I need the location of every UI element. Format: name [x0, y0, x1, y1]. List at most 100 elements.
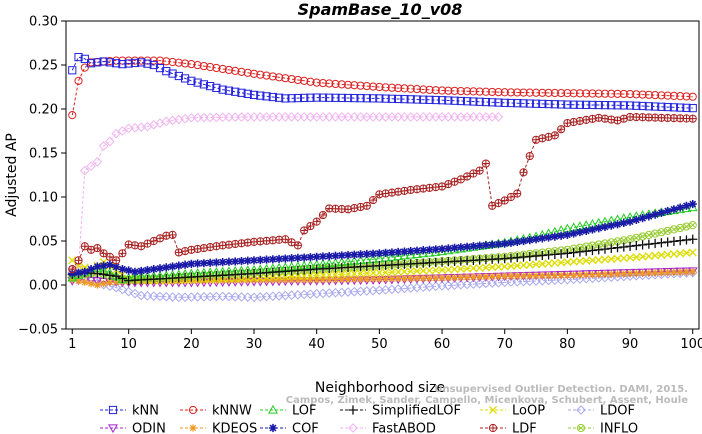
point-ldf	[74, 256, 83, 265]
point-cof	[86, 265, 96, 274]
point-kdeos	[244, 276, 252, 284]
point-knnw	[431, 86, 440, 95]
point-kdeos	[632, 269, 640, 277]
point-knn	[193, 78, 202, 87]
point-kdeos	[294, 276, 302, 284]
point-knn	[168, 69, 177, 78]
point-kdeos	[331, 275, 340, 284]
point-cof	[450, 243, 459, 252]
point-simplifiedlof	[581, 246, 591, 256]
point-knnw	[331, 79, 340, 89]
point-knnw	[500, 88, 509, 97]
point-loop	[669, 249, 678, 259]
point-fastabod	[374, 112, 385, 122]
point-knnw	[594, 89, 603, 98]
point-cof	[394, 247, 403, 257]
point-loop	[625, 253, 635, 262]
point-kdeos	[689, 268, 697, 276]
point-loop	[412, 267, 422, 276]
series-simplifiedlof	[67, 234, 698, 286]
legend-label-loop: LoOP	[512, 404, 545, 419]
point-knn	[343, 93, 353, 103]
point-cof	[318, 252, 328, 261]
point-kdeos	[231, 276, 239, 284]
point-ldof	[217, 291, 228, 302]
point-simplifiedlof	[644, 239, 654, 249]
point-loop	[456, 264, 465, 274]
point-cof	[437, 244, 447, 254]
point-knnw	[494, 88, 503, 97]
legend-item-kdeos: KDEOS	[180, 422, 257, 434]
point-knn	[444, 96, 453, 105]
point-cof	[563, 230, 572, 239]
point-ldf	[550, 131, 559, 140]
point-fastabod	[418, 112, 429, 122]
point-knn	[187, 76, 196, 85]
point-knnw	[212, 63, 221, 73]
point-knnw	[274, 73, 284, 82]
point-kdeos	[613, 270, 622, 278]
point-kdeos	[595, 270, 603, 279]
point-cof	[118, 265, 127, 274]
legend-label-cof: COF	[292, 422, 319, 434]
point-loop	[538, 259, 547, 268]
point-knnw	[387, 83, 397, 92]
point-knnw	[525, 88, 534, 97]
point-knn	[99, 57, 108, 66]
point-knnw	[406, 84, 415, 93]
point-cof	[494, 240, 503, 249]
legend-marker-knn	[108, 405, 118, 415]
point-knn	[651, 102, 660, 111]
point-loop	[557, 258, 566, 267]
point-cof	[137, 266, 146, 276]
point-knnw	[368, 82, 378, 91]
point-knn	[531, 99, 541, 108]
point-cof	[155, 264, 165, 273]
point-knn	[306, 93, 315, 102]
point-cof	[638, 214, 647, 223]
legend-label-inflo: INFLO	[600, 422, 638, 434]
point-cof	[249, 256, 259, 265]
point-knn	[638, 101, 647, 111]
point-kdeos	[645, 269, 653, 277]
point-ldf	[99, 249, 108, 258]
point-fastabod	[311, 112, 322, 122]
point-ldf	[86, 245, 96, 254]
point-simplifiedlof	[569, 248, 579, 258]
point-knn	[124, 59, 133, 68]
point-ldf	[93, 243, 102, 253]
point-cof	[224, 257, 234, 266]
point-kdeos	[582, 271, 590, 279]
point-kdeos	[544, 271, 553, 280]
point-knnw	[463, 87, 472, 96]
point-knn	[375, 94, 384, 103]
point-lof	[393, 251, 404, 261]
point-fastabod	[186, 112, 197, 123]
point-loop	[312, 271, 321, 280]
point-knnw	[607, 89, 616, 98]
point-knn	[74, 52, 83, 62]
legend-marker-kdeos	[189, 424, 197, 432]
point-fastabod	[305, 112, 316, 122]
point-kdeos	[425, 274, 434, 282]
point-inflo	[588, 241, 597, 250]
y-tick-label: 0.05	[29, 235, 58, 250]
point-kdeos	[394, 274, 402, 283]
point-ldf	[293, 241, 302, 250]
point-fastabod	[92, 156, 103, 167]
point-knn	[538, 99, 547, 108]
point-fastabod	[249, 112, 259, 122]
point-knn	[519, 99, 528, 108]
point-loop	[682, 248, 691, 258]
point-knnw	[149, 56, 158, 65]
point-knnw	[180, 59, 190, 68]
point-ldf	[519, 168, 528, 177]
point-inflo	[607, 238, 616, 247]
point-knnw	[268, 72, 277, 81]
point-knn	[406, 95, 415, 104]
point-knnw	[224, 65, 234, 75]
series-knn	[68, 52, 697, 113]
legend-item-knn: kNN	[100, 404, 159, 419]
legend-marker-ldf	[488, 423, 498, 433]
point-knn	[237, 88, 246, 97]
